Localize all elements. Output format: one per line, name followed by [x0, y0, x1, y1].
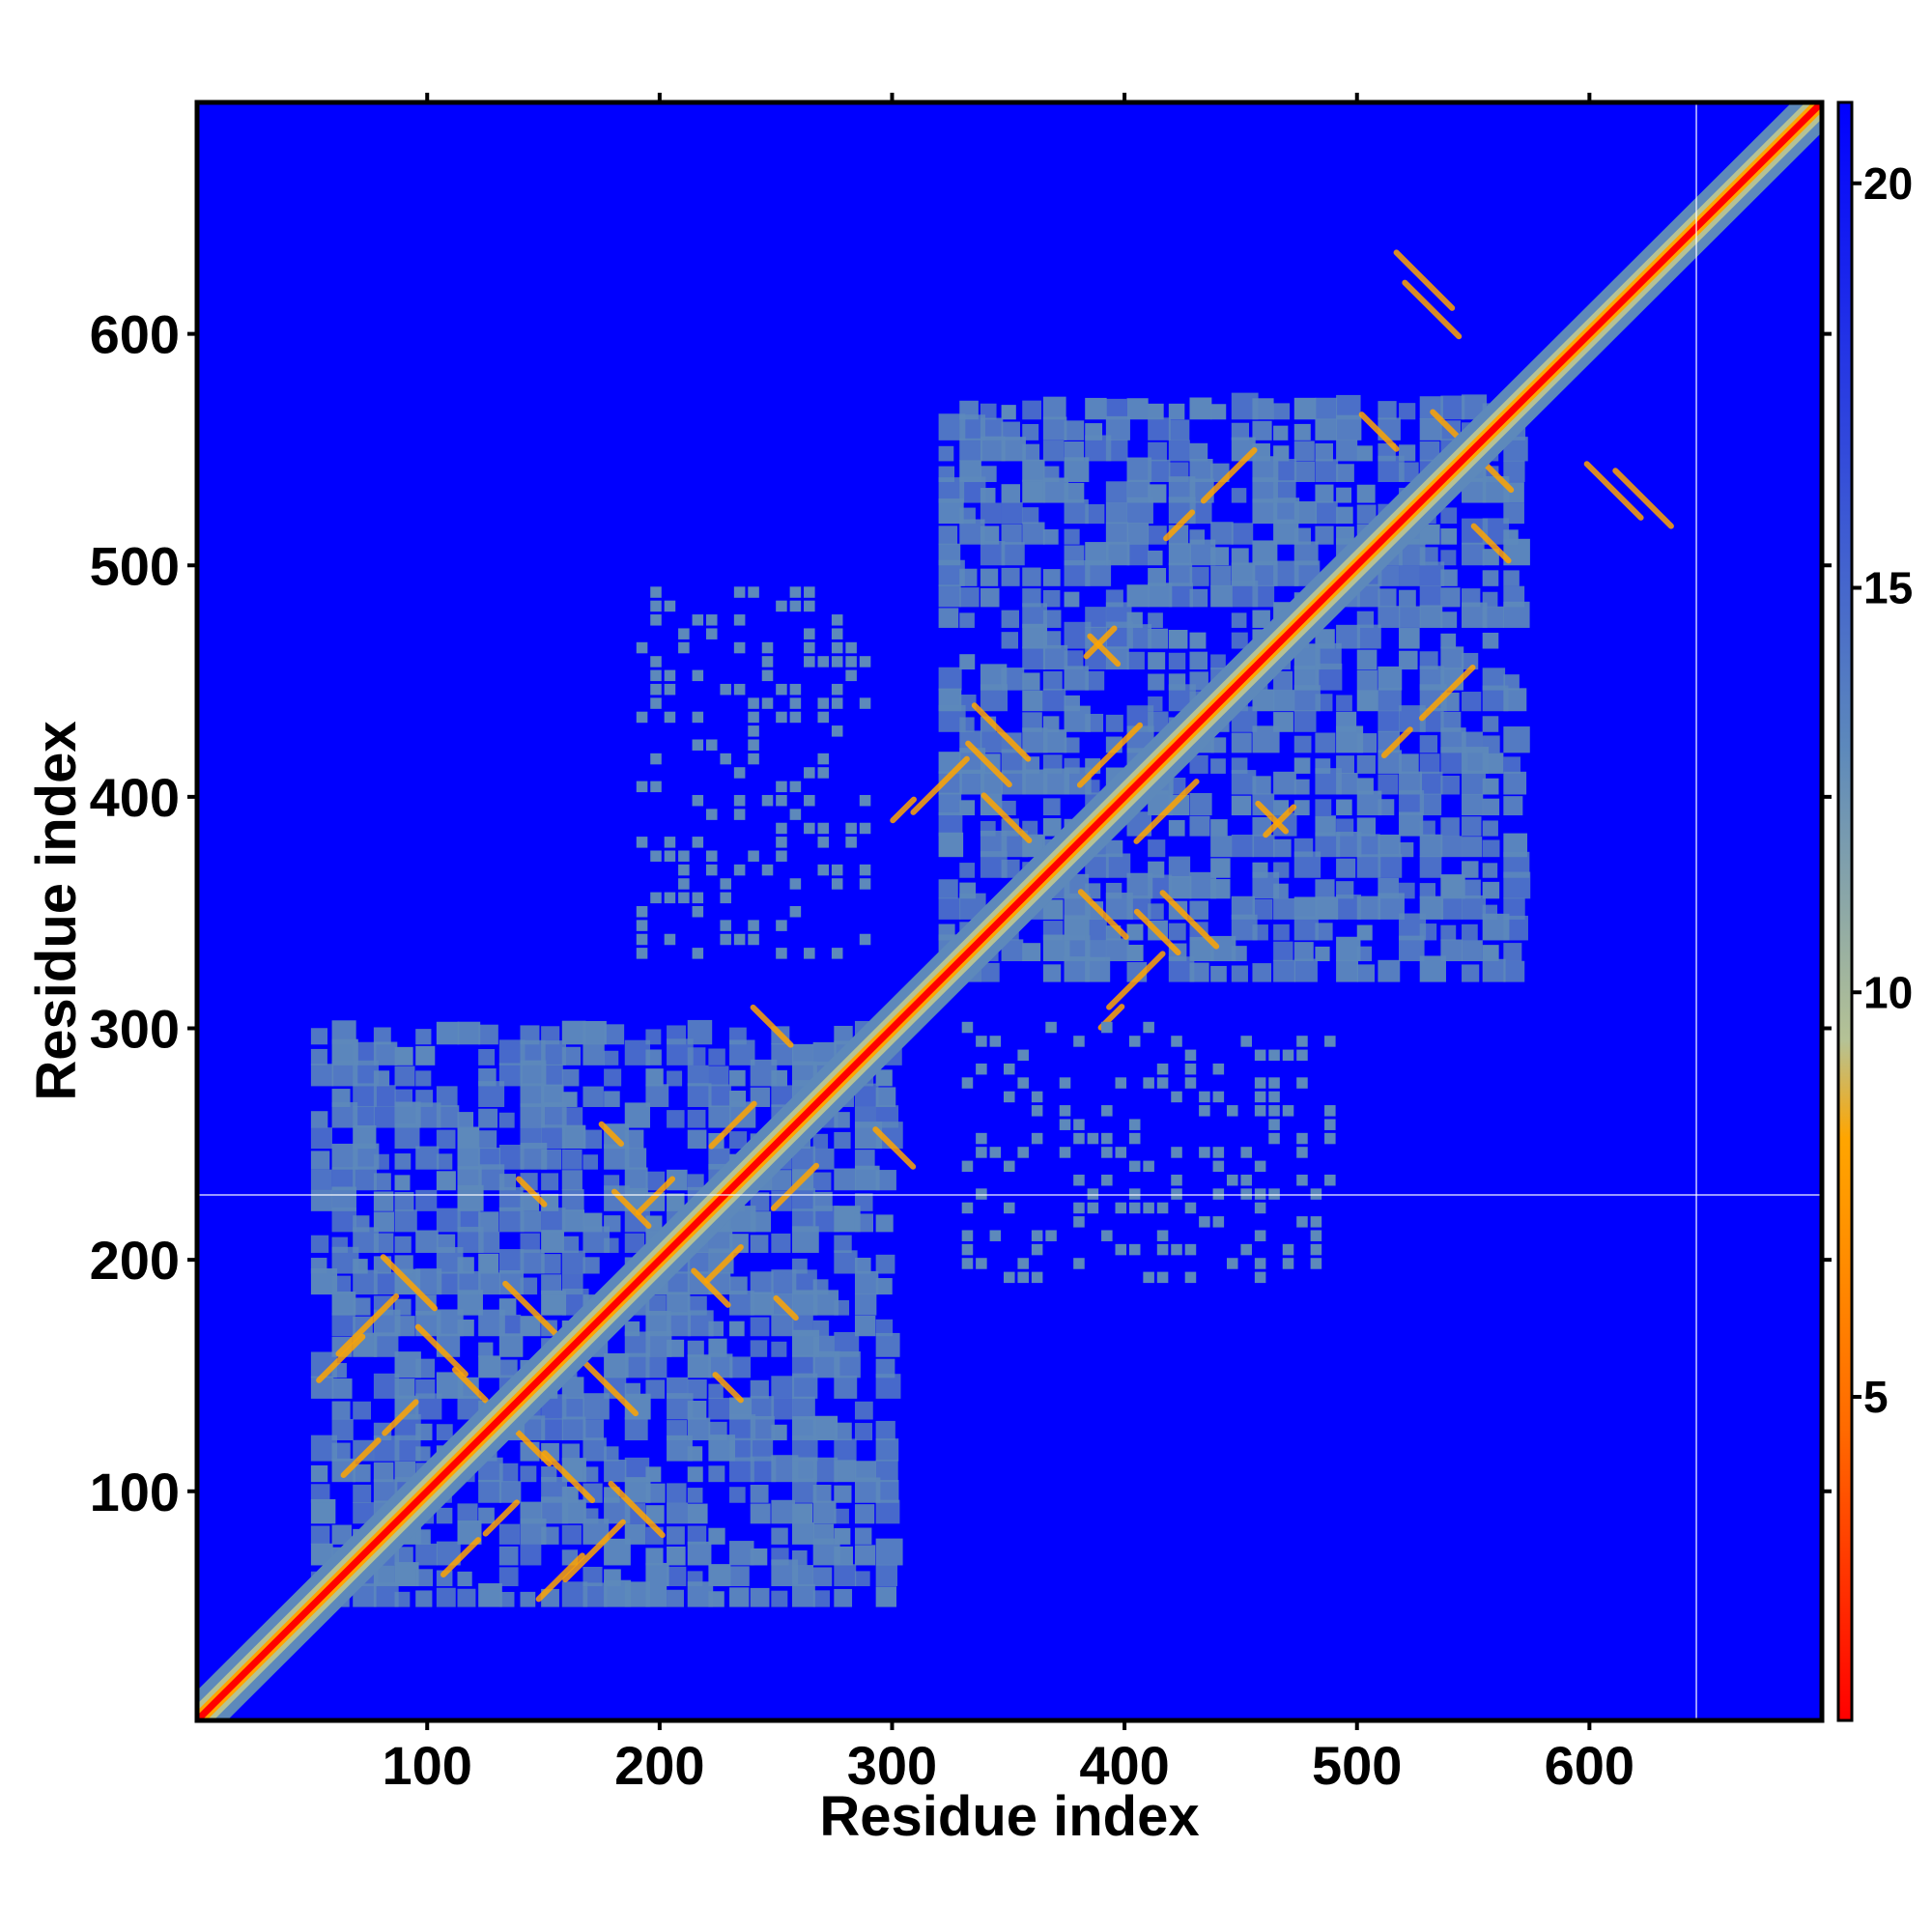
y-tick-label: 500 [90, 535, 180, 596]
x-tick-label: 200 [614, 1735, 704, 1796]
y-tick-label: 100 [90, 1462, 180, 1522]
colorbar-tick-label: 5 [1863, 1372, 1889, 1422]
x-tick-label: 300 [847, 1735, 937, 1796]
y-tick-label: 400 [90, 767, 180, 828]
x-tick-label: 400 [1079, 1735, 1169, 1796]
colorbar-tick-label: 20 [1863, 158, 1913, 209]
x-axis-title: Residue index [819, 1785, 1199, 1848]
y-tick-label: 200 [90, 1230, 180, 1291]
diagonal-band [197, 102, 1822, 1720]
x-axis: 100 200 300 400 500 600 [383, 93, 1634, 1796]
y-axis: 100 200 300 400 500 600 [90, 304, 1832, 1522]
y-tick-label: 600 [90, 304, 180, 365]
inter-domain-block-2 [961, 1021, 1336, 1284]
colorbar-tick-label: 10 [1863, 967, 1913, 1017]
x-tick-label: 500 [1312, 1735, 1402, 1796]
y-axis-title: Residue index [25, 721, 88, 1100]
x-tick-label: 100 [383, 1735, 472, 1796]
colorbar-tick-label: 15 [1863, 563, 1913, 613]
colorbar [1836, 100, 1854, 1722]
colorbar-ticks: 5 10 15 20 [1852, 158, 1913, 1422]
inter-domain-block-1 [636, 586, 871, 959]
x-tick-label: 600 [1545, 1735, 1634, 1796]
plot-frame [194, 99, 1825, 1723]
heatmap-cells [197, 102, 1822, 1720]
y-tick-label: 300 [90, 999, 180, 1060]
